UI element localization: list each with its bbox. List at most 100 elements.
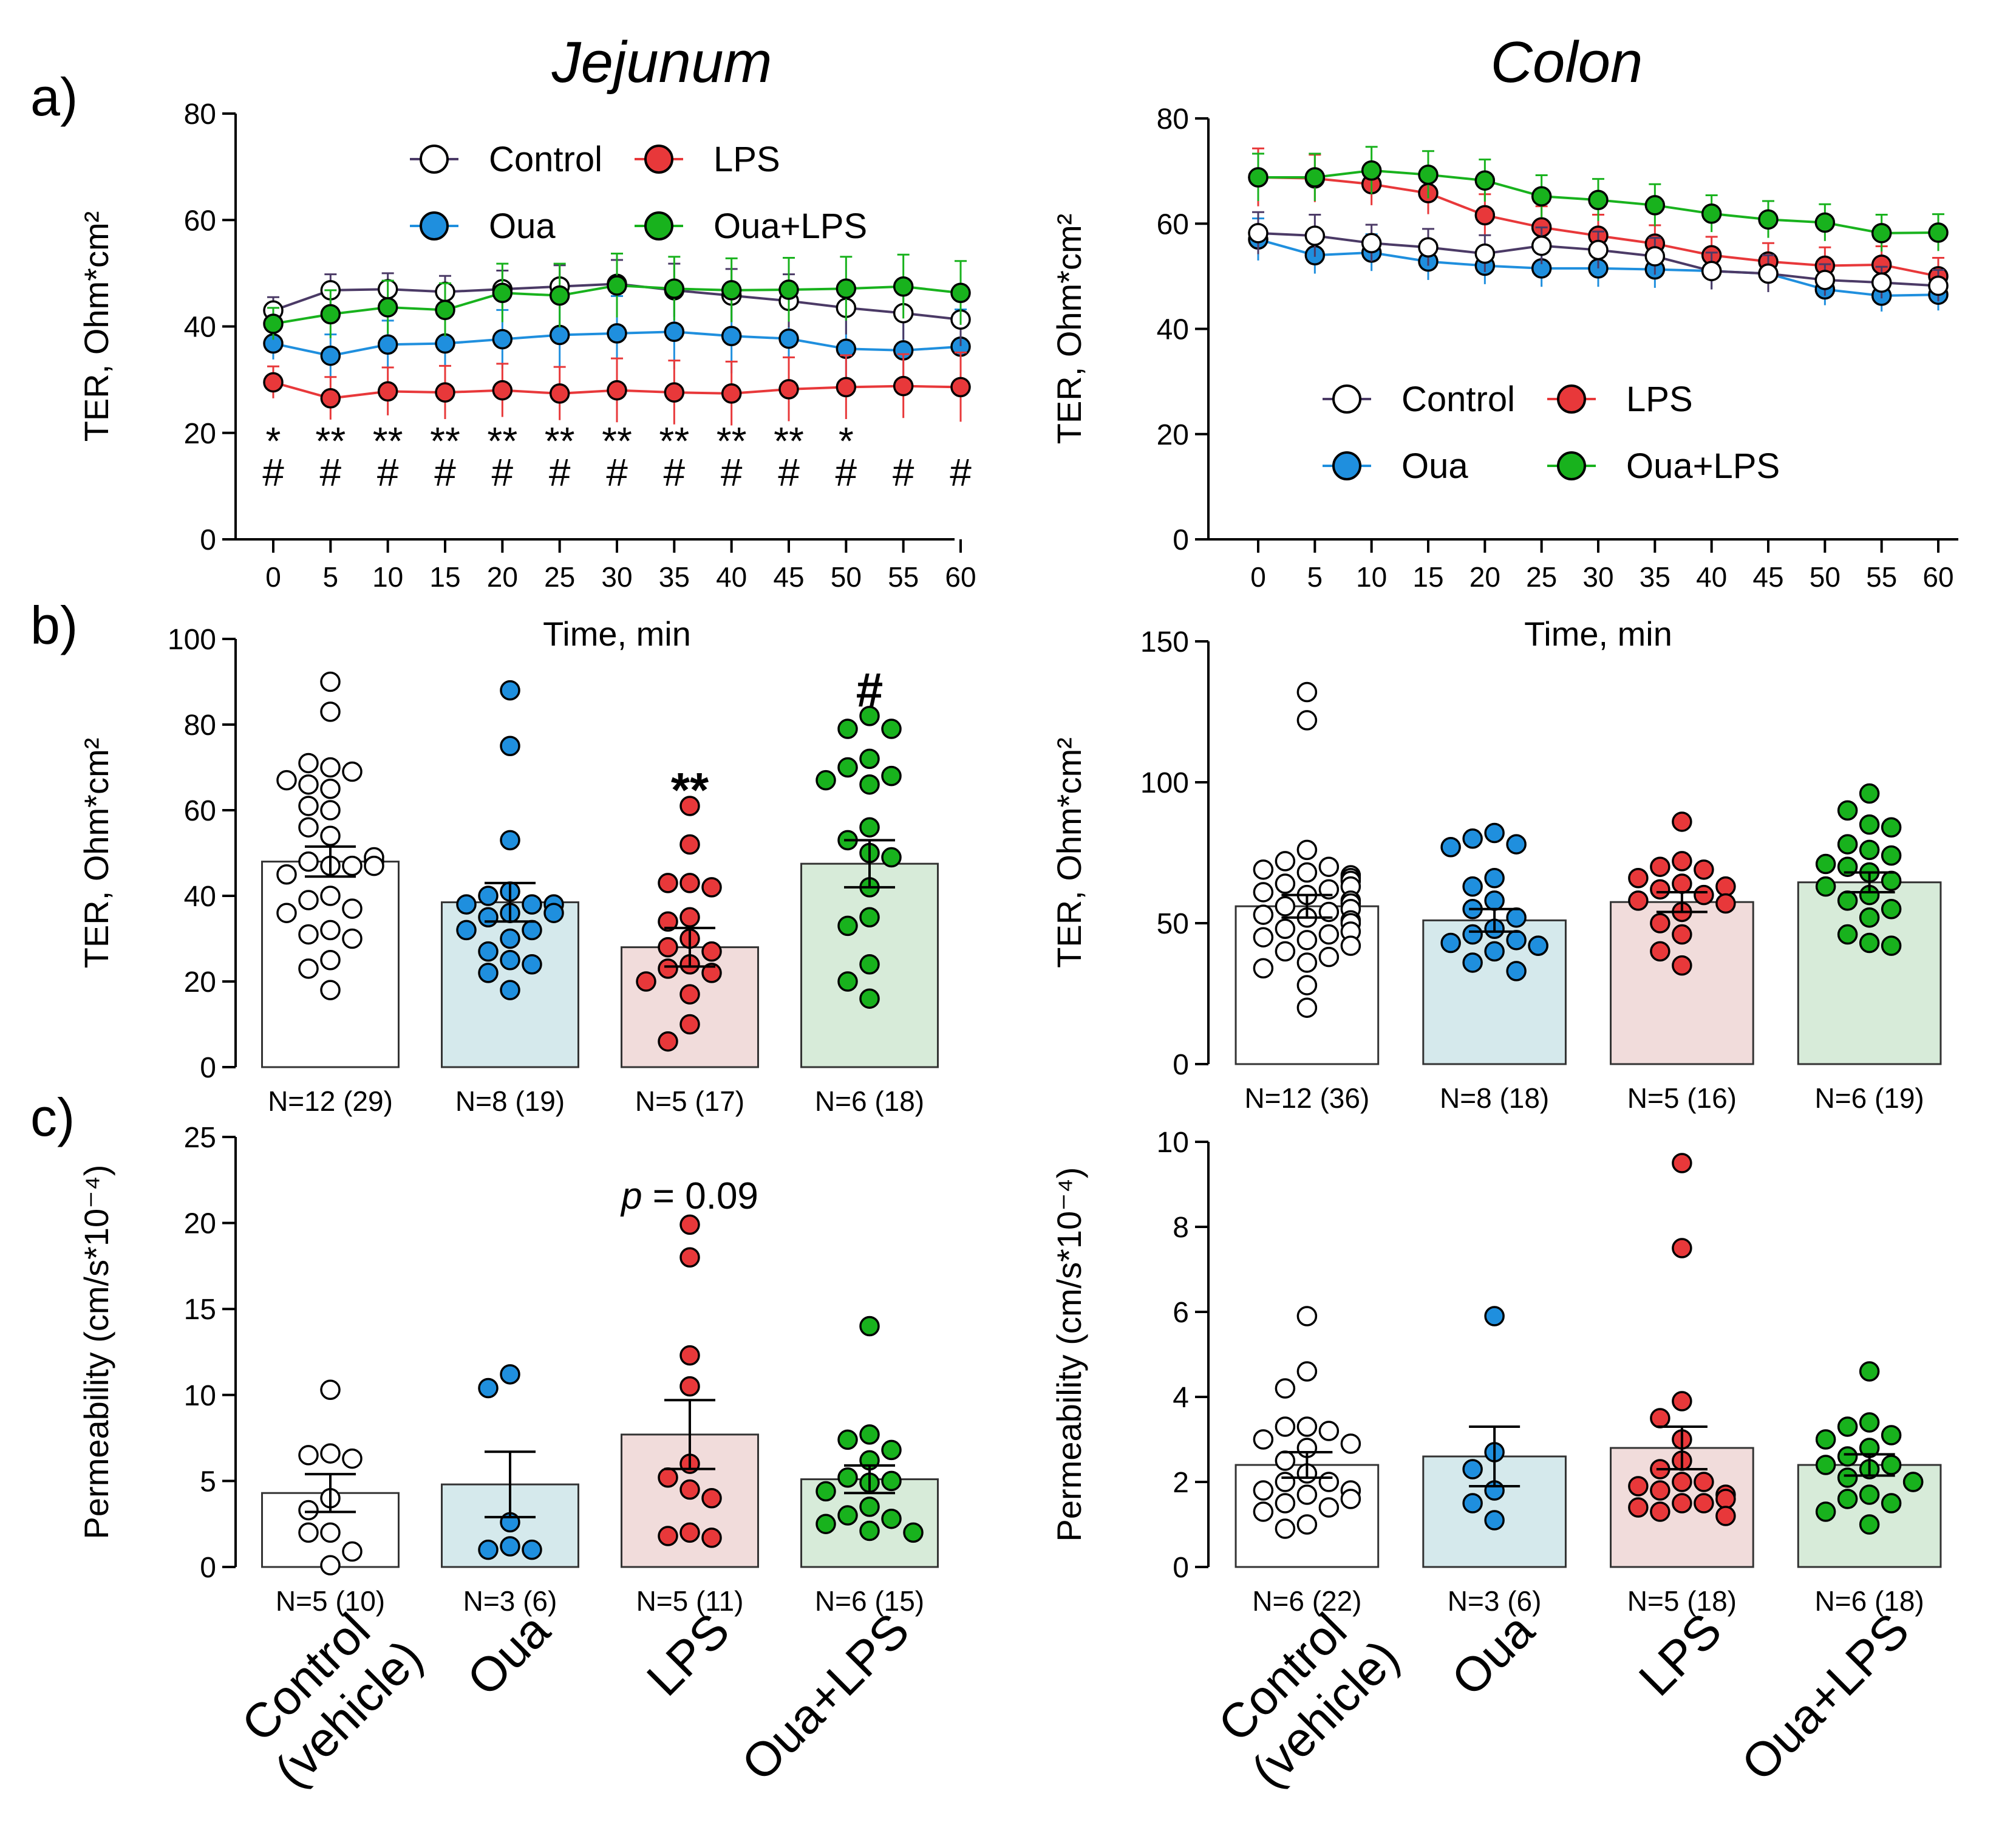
- data-point: [1418, 164, 1439, 185]
- significance-hash: #: [893, 451, 914, 494]
- data-point: [549, 383, 570, 404]
- data-point: [1628, 1476, 1649, 1497]
- data-point: [1859, 932, 1880, 954]
- series-lps: [263, 351, 971, 426]
- data-point: [1361, 233, 1382, 254]
- category-label: Oua: [1441, 1603, 1544, 1706]
- data-point: [1859, 907, 1880, 928]
- data-point: [881, 1439, 902, 1461]
- legend-item-control: Control: [1323, 380, 1515, 419]
- data-point: [1628, 1497, 1649, 1518]
- data-point: [1928, 275, 1949, 296]
- legend-marker: [644, 211, 673, 241]
- data-point: [492, 329, 513, 350]
- data-point: [816, 770, 836, 791]
- data-point: [435, 333, 455, 354]
- category-label-line: Oua: [1441, 1603, 1544, 1706]
- legend-label: Oua+LPS: [713, 207, 867, 246]
- data-point: [377, 381, 398, 402]
- data-point: [607, 380, 627, 401]
- data-point: [1318, 1472, 1340, 1492]
- data-point: [1837, 1416, 1858, 1437]
- data-point: [859, 1520, 880, 1541]
- data-point: [320, 757, 341, 778]
- data-point: [1871, 223, 1892, 244]
- data-point: [1340, 1489, 1361, 1509]
- data-point: [1928, 222, 1949, 243]
- data-point: [1859, 814, 1880, 835]
- data-point: [679, 1214, 700, 1235]
- data-point: [1484, 822, 1505, 844]
- significance-star: **: [315, 419, 346, 463]
- data-point: [492, 380, 513, 401]
- x-tick-label: 30: [601, 561, 632, 593]
- data-point: [522, 920, 542, 941]
- data-point: [1859, 1412, 1880, 1433]
- category-label-line: Oua+LPS: [1731, 1603, 1919, 1791]
- category-label-line: LPS: [636, 1603, 740, 1706]
- data-point: [701, 941, 722, 962]
- data-point: [1694, 859, 1714, 880]
- data-point: [1484, 890, 1505, 911]
- significance-star: **: [659, 419, 689, 463]
- significance-star: **: [774, 419, 804, 463]
- data-point: [1701, 203, 1722, 224]
- data-point: [320, 304, 341, 325]
- data-point: [1588, 189, 1609, 211]
- y-tick-label: 150: [1140, 626, 1189, 658]
- legend-item-lps: LPS: [635, 140, 780, 179]
- data-point: [1672, 1391, 1692, 1411]
- data-point: [549, 285, 570, 306]
- y-tick-label: 5: [200, 1466, 216, 1498]
- x-tick-label: 15: [1412, 561, 1443, 593]
- data-point: [1628, 890, 1649, 911]
- x-tick-label: 45: [1752, 561, 1783, 593]
- data-point: [1815, 1455, 1836, 1475]
- data-point: [320, 980, 341, 1000]
- data-point: [456, 894, 477, 915]
- y-tick-label: 100: [1140, 767, 1189, 799]
- y-tick-label: 2: [1173, 1467, 1189, 1499]
- data-point: [1650, 1480, 1670, 1501]
- data-point: [881, 1508, 902, 1529]
- legend-marker: [1332, 384, 1361, 414]
- data-point: [679, 1247, 700, 1268]
- data-point: [881, 765, 902, 787]
- data-point: [679, 1014, 700, 1035]
- data-point: [1650, 941, 1670, 962]
- y-tick-label: 0: [200, 1052, 216, 1084]
- data-point: [320, 950, 341, 971]
- data-point: [1275, 1472, 1296, 1492]
- y-tick-label: 80: [184, 709, 216, 742]
- data-point: [478, 1539, 499, 1560]
- x-tick-label: 10: [372, 561, 403, 593]
- data-point: [1318, 856, 1340, 877]
- y-tick-label: 6: [1173, 1297, 1189, 1329]
- data-point: [1672, 851, 1692, 872]
- significance-hash: #: [664, 451, 686, 494]
- data-point: [893, 276, 914, 297]
- data-point: [263, 313, 284, 334]
- data-point: [859, 774, 880, 795]
- data-point: [1814, 212, 1836, 233]
- category-label: LPS: [636, 1603, 740, 1706]
- data-point: [1644, 195, 1666, 216]
- data-point: [679, 873, 700, 893]
- data-point: [1462, 876, 1483, 897]
- data-point: [1296, 1306, 1318, 1326]
- data-point: [298, 1522, 319, 1543]
- data-point: [778, 328, 799, 349]
- n-label: N=6 (18): [1815, 1585, 1924, 1617]
- data-point: [478, 907, 499, 927]
- data-point: [1672, 1493, 1692, 1514]
- data-point: [1815, 876, 1836, 897]
- data-point: [1506, 961, 1527, 981]
- data-point: [881, 847, 902, 868]
- legend-label: LPS: [713, 140, 780, 179]
- significance-hash: #: [320, 451, 342, 494]
- chart-b_colon: 0 50 100 150 TER, Ohm*cm² N=12 (36) N=8 (18) N=…: [1050, 626, 1942, 1114]
- significance-hash: #: [950, 451, 972, 494]
- data-point: [298, 1500, 319, 1521]
- data-point: [320, 1555, 341, 1575]
- chart-a_colon: 0 20 40 60 80 TER, Ohm*cm² 0 5 10 15 20 25 30 35 40 45 5…: [1050, 103, 1958, 653]
